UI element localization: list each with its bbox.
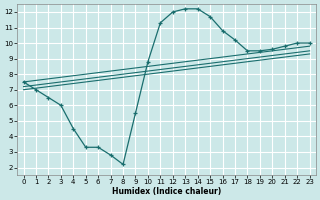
- X-axis label: Humidex (Indice chaleur): Humidex (Indice chaleur): [112, 187, 221, 196]
